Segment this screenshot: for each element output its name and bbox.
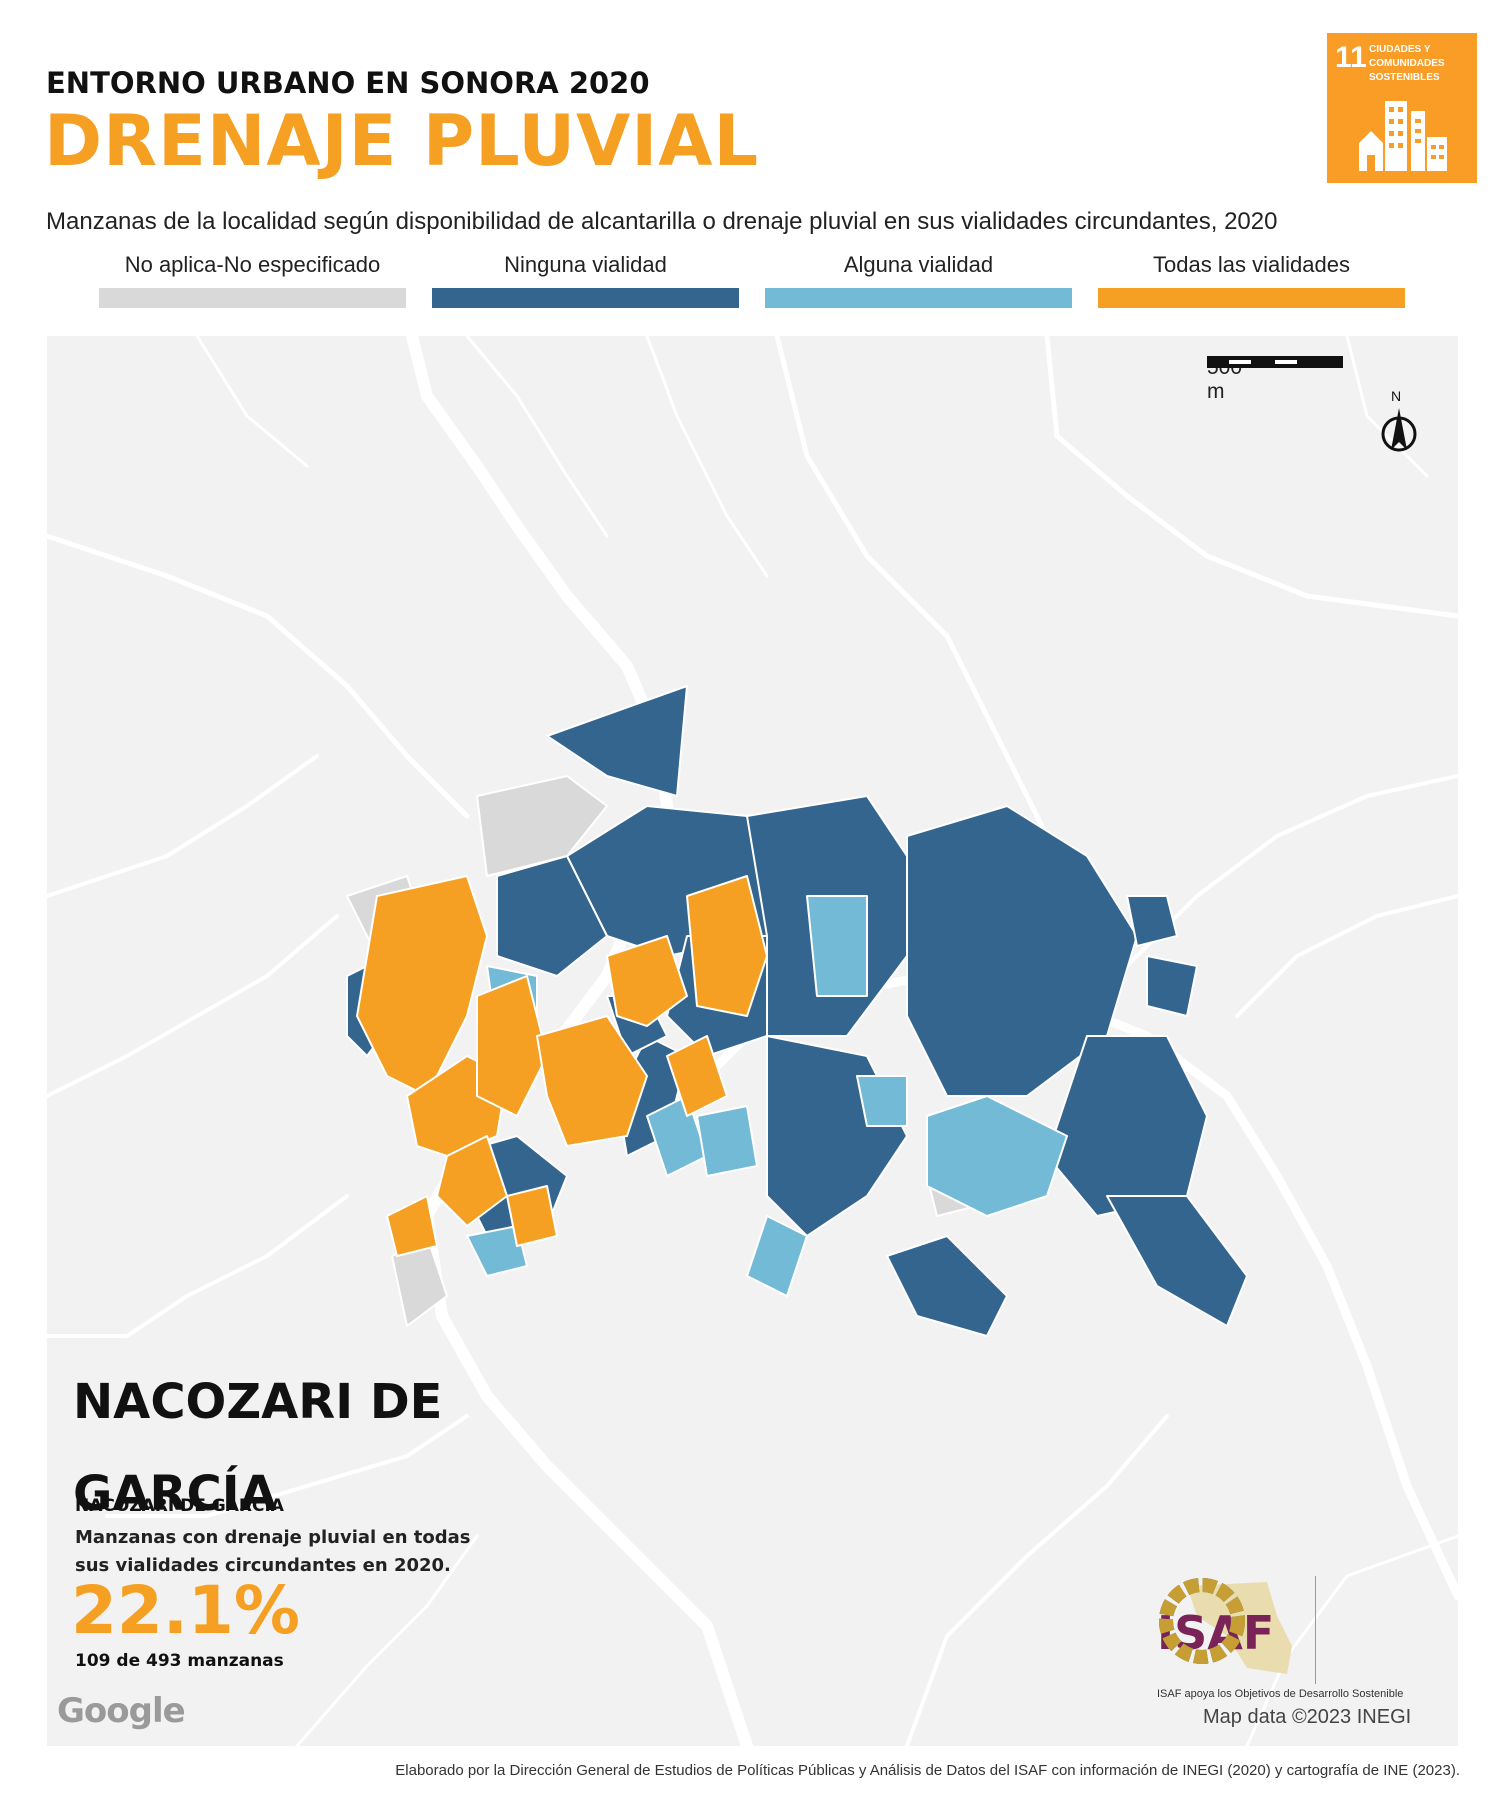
block-todas xyxy=(386,1195,438,1257)
north-arrow-icon xyxy=(1381,408,1417,452)
block-todas xyxy=(506,1185,558,1247)
scale-bar-graphic xyxy=(1207,356,1343,368)
block-todas xyxy=(686,875,768,1017)
block-ninguna xyxy=(1106,1195,1248,1327)
map-attribution: Map data ©2023 INEGI xyxy=(1203,1706,1412,1728)
legend-label: Todas las vialidades xyxy=(1153,252,1350,277)
stat-description: Manzanas con drenaje pluvial en todas su… xyxy=(75,1527,471,1576)
block-no-aplica xyxy=(476,775,608,877)
legend-label: Alguna vialidad xyxy=(843,252,994,277)
stat-count: 109 de 493 manzanas xyxy=(75,1651,284,1671)
north-label: N xyxy=(1391,388,1402,404)
block-ninguna xyxy=(1146,955,1198,1017)
credits: Elaborado por la Dirección General de Es… xyxy=(395,1762,1460,1779)
municipality-name: NACOZARI DE GARCÍA xyxy=(75,1496,284,1516)
legend-swatch xyxy=(99,288,406,308)
block-alguna xyxy=(466,1225,528,1277)
block-alguna xyxy=(806,895,868,997)
map-canvas xyxy=(47,336,1458,1746)
legend-item-ninguna: Ninguna vialidad xyxy=(432,250,739,308)
legend-item-todas: Todas las vialidades xyxy=(1098,250,1405,308)
legend-item-alguna: Alguna vialidad xyxy=(765,250,1072,308)
legend: No aplica-No especificado Ninguna vialid… xyxy=(99,250,1409,310)
block-ninguna xyxy=(766,1035,908,1237)
logo-divider xyxy=(1315,1576,1316,1684)
sdg-wheel-icon xyxy=(1159,1578,1245,1664)
supertitle: ENTORNO URBANO EN SONORA 2020 xyxy=(46,66,650,100)
sdg-label: CIUDADES Y COMUNIDADES SOSTENIBLES xyxy=(1369,44,1445,83)
map-subtitle: Manzanas de la localidad según disponibi… xyxy=(46,208,1278,235)
block-alguna xyxy=(926,1095,1068,1217)
block-alguna xyxy=(856,1075,908,1127)
sdg-11-badge: 11 CIUDADES Y COMUNIDADES SOSTENIBLES xyxy=(1327,33,1477,183)
block-todas xyxy=(476,975,548,1117)
block-alguna xyxy=(696,1105,758,1177)
block-todas xyxy=(606,935,688,1027)
legend-item-no-aplica: No aplica-No especificado xyxy=(99,250,406,308)
block-ninguna xyxy=(1126,895,1178,947)
isaf-caption: ISAF apoya los Objetivos de Desarrollo S… xyxy=(1157,1688,1404,1700)
block-todas xyxy=(666,1035,728,1117)
block-ninguna xyxy=(546,685,688,797)
block-todas xyxy=(436,1135,508,1227)
place-name: NACOZARI DE GARCÍA xyxy=(73,1374,443,1522)
legend-swatch xyxy=(1098,288,1405,308)
legend-swatch xyxy=(765,288,1072,308)
block-todas xyxy=(356,875,488,1097)
legend-swatch xyxy=(432,288,739,308)
google-logo: Google xyxy=(57,1691,186,1731)
urban-blocks xyxy=(346,685,1248,1337)
block-todas xyxy=(536,1015,648,1147)
north-arrow: N xyxy=(1377,388,1427,458)
block-ninguna xyxy=(496,855,608,977)
isaf-logo-block: ISAF ISAF apoya los Objetivos de Desarro… xyxy=(1157,1576,1437,1700)
legend-label: Ninguna vialidad xyxy=(504,252,667,277)
page-title: DRENAJE PLUVIAL xyxy=(44,100,760,182)
block-alguna xyxy=(746,1215,808,1297)
block-ninguna xyxy=(886,1235,1008,1337)
city-buildings-icon xyxy=(1359,101,1447,171)
map[interactable]: 500 m N NACOZARI DE GARCÍA NACOZARI DE G… xyxy=(47,336,1458,1746)
stat-percent: 22.1% xyxy=(71,1572,300,1649)
legend-label: No aplica-No especificado xyxy=(124,252,381,277)
sdg-number: 11 xyxy=(1335,41,1367,74)
